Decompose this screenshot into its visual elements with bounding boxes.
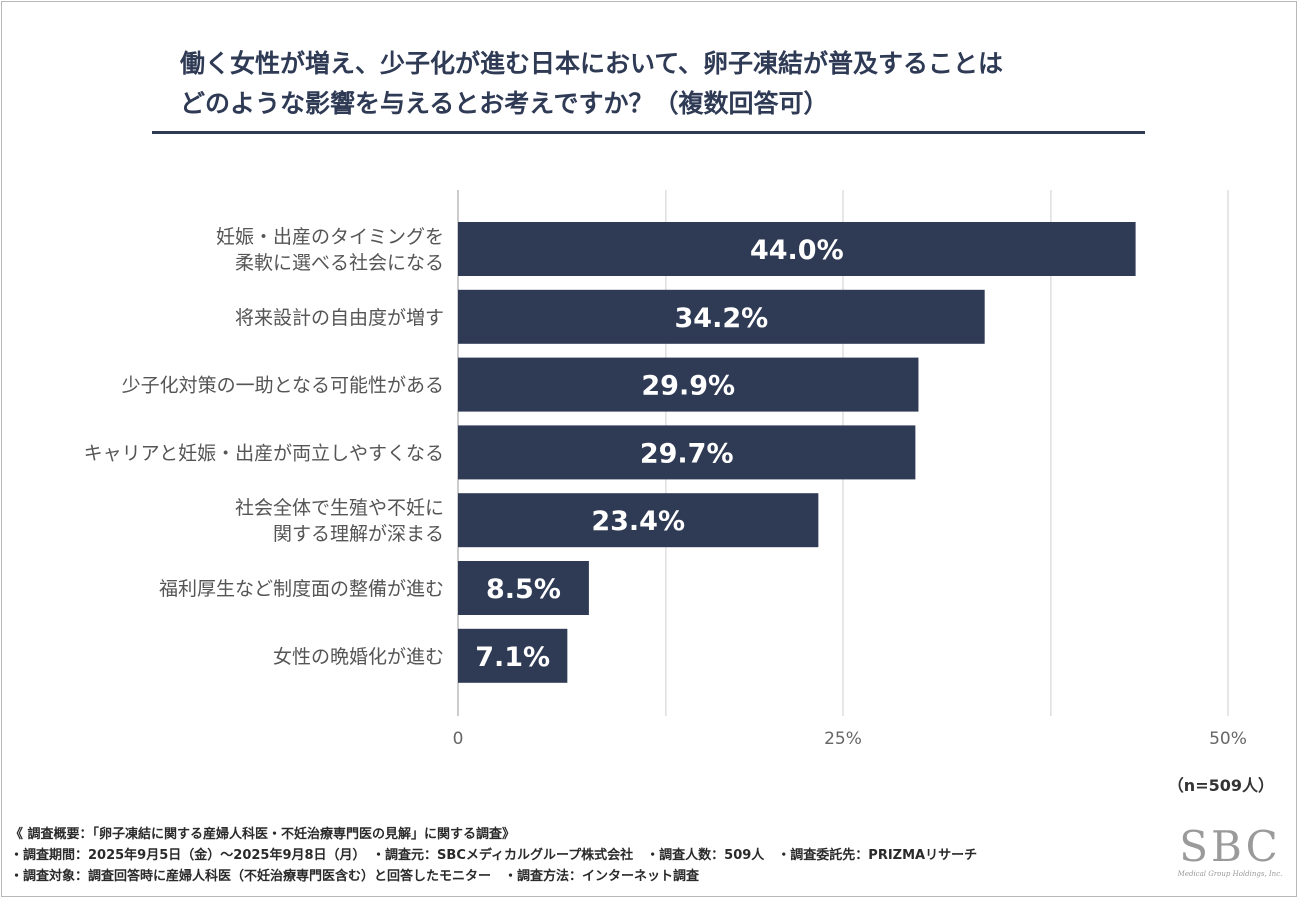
survey-note-line: ・調査対象：調査回答時に産婦人科医（不妊治療専門医含む）と回答したモニター ・調… bbox=[10, 869, 700, 884]
bar bbox=[458, 628, 568, 683]
x-tick-label: 25% bbox=[824, 729, 862, 749]
bar-chart: 0 25% 50% 44.0% 妊娠・出産のタイミングを柔軟に選べる社会になる 34.2%… bbox=[84, 190, 1247, 749]
category-label: キャリアと妊娠・出産が両立しやすくなる bbox=[84, 442, 444, 464]
x-tick-label: 50% bbox=[1209, 729, 1247, 749]
bar-value-label: 23.4% bbox=[591, 506, 685, 537]
bar bbox=[458, 222, 1136, 276]
bar bbox=[458, 493, 819, 548]
category-label: 女性の晩婚化が進む bbox=[273, 646, 444, 668]
category-label: 将来設計の自由度が増す bbox=[235, 307, 444, 329]
title-underline bbox=[152, 131, 1145, 134]
bar-value-label: 29.9% bbox=[641, 371, 735, 402]
bar-value-label: 44.0% bbox=[750, 235, 844, 266]
survey-note-line: ・調査期間：2025年9月5日（金）～2025年9月8日（月） ・調査元：SBC… bbox=[10, 848, 978, 863]
category-label: 妊娠・出産のタイミングを柔軟に選べる社会になる bbox=[216, 226, 444, 274]
chart-title-line-2: どのような影響を与えるとお考えですか？（複数回答可） bbox=[180, 89, 829, 118]
bar-value-label: 8.5% bbox=[486, 574, 561, 605]
bar bbox=[458, 357, 919, 412]
sample-size-label: （n=509人） bbox=[1167, 776, 1274, 795]
x-tick-label: 0 bbox=[453, 729, 464, 749]
survey-note-line: 《 調査概要：「卵子凍結に関する産婦人科医・不妊治療専門医の見解」に関する調査》 bbox=[10, 827, 516, 842]
bar bbox=[458, 561, 589, 615]
chart-title-line-1: 働く女性が増え、少子化が進む日本において、卵子凍結が普及することは bbox=[180, 49, 1004, 78]
category-label: 社会全体で生殖や不妊に関する理解が深まる bbox=[235, 497, 444, 545]
category-label: 少子化対策の一助となる可能性がある bbox=[122, 375, 444, 397]
bar-value-label: 7.1% bbox=[475, 642, 550, 673]
category-label: 福利厚生など制度面の整備が進む bbox=[159, 578, 444, 600]
bar-value-label: 29.7% bbox=[640, 438, 734, 469]
bar bbox=[458, 289, 985, 344]
chart-title: 働く女性が増え、少子化が進む日本において、卵子凍結が普及することは どのような影… bbox=[180, 44, 1003, 124]
sbc-logo-subtitle: Medical Group Holdings, Inc. bbox=[1177, 870, 1283, 878]
sbc-logo: SBC Medical Group Holdings, Inc. bbox=[1168, 822, 1292, 879]
sbc-logo-mark: SBC bbox=[1179, 822, 1281, 871]
bar-value-label: 34.2% bbox=[675, 303, 769, 334]
bar bbox=[458, 425, 916, 480]
survey-notes: 《 調査概要：「卵子凍結に関する産婦人科医・不妊治療専門医の見解」に関する調査》… bbox=[10, 824, 977, 887]
